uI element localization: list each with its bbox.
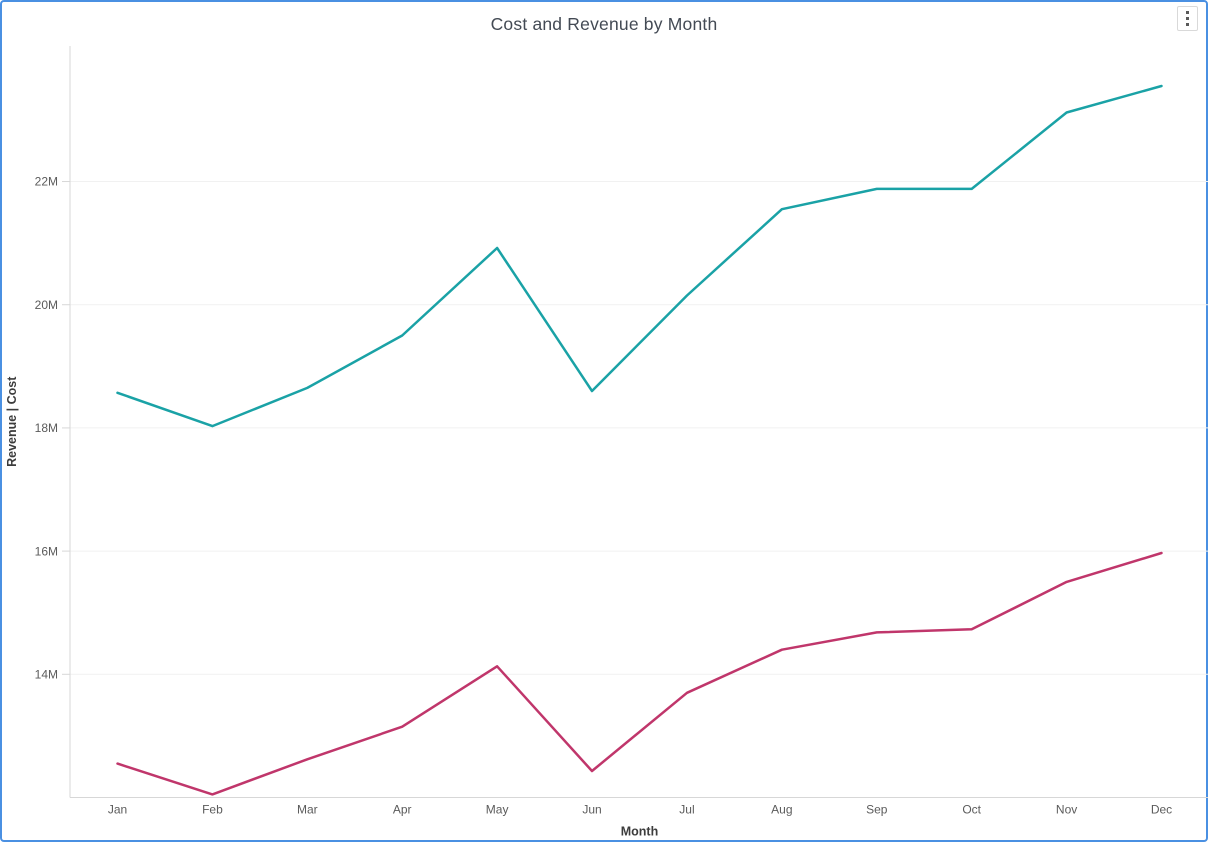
x-tick-label: Sep xyxy=(866,803,888,817)
y-axis-title: Revenue | Cost xyxy=(5,376,19,467)
x-tick-label: Aug xyxy=(771,803,792,817)
y-tick-label: 14M xyxy=(35,668,58,682)
y-tick-label: 18M xyxy=(35,421,58,435)
x-tick-label: Dec xyxy=(1151,803,1172,817)
y-tick-label: 22M xyxy=(35,175,58,189)
x-tick-label: Jan xyxy=(108,803,127,817)
x-tick-label: Apr xyxy=(393,803,412,817)
x-axis-title: Month xyxy=(621,825,658,839)
x-tick-label: May xyxy=(486,803,509,817)
chart-title: Cost and Revenue by Month xyxy=(490,14,718,34)
x-tick-label: Feb xyxy=(202,803,223,817)
x-tick-label: Jun xyxy=(582,803,601,817)
x-tick-label: Jul xyxy=(679,803,694,817)
chart-menu-button[interactable] xyxy=(1177,6,1198,31)
cost-line[interactable] xyxy=(116,551,1163,796)
kebab-menu-icon xyxy=(1186,11,1189,26)
revenue-line[interactable] xyxy=(116,84,1163,428)
y-tick-label: 20M xyxy=(35,298,58,312)
x-tick-label: Mar xyxy=(297,803,318,817)
x-tick-label: Oct xyxy=(962,803,981,817)
x-tick-label: Nov xyxy=(1056,803,1077,817)
y-tick-label: 16M xyxy=(35,544,58,558)
